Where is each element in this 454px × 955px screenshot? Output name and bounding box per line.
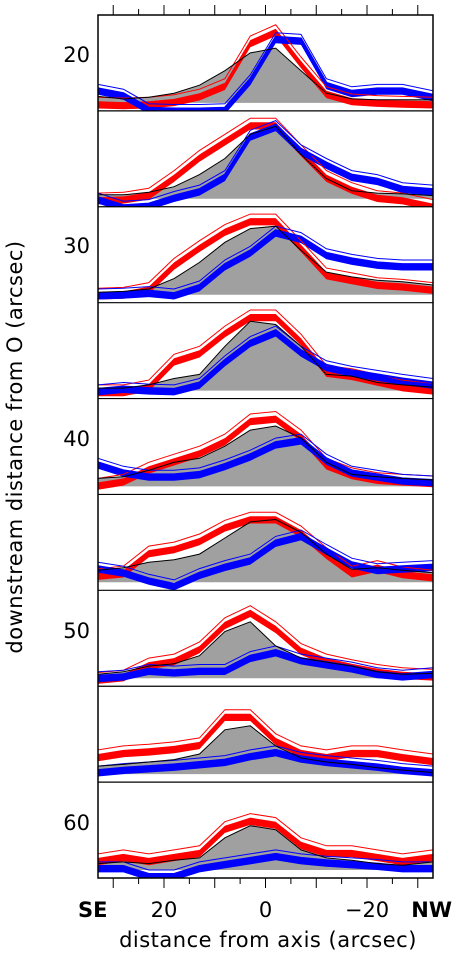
- series-blue-band: [98, 749, 433, 777]
- series-blue-line: [98, 748, 433, 772]
- panel-content: [98, 511, 433, 591]
- series-gray-area: [98, 426, 433, 487]
- panel-20: [98, 24, 433, 111]
- panel-content: [98, 813, 433, 878]
- series-gray-outline: [98, 825, 433, 866]
- series-gray-outline: [98, 125, 433, 197]
- series-red-band: [98, 817, 433, 866]
- frame-ticks: [112, 5, 419, 888]
- x-axis-title: distance from axis (arcsec): [119, 928, 417, 952]
- series-blue-line: [98, 532, 433, 585]
- x-tick-label: 0: [259, 898, 272, 922]
- series-gray-outline: [98, 518, 433, 574]
- series-blue-trace: [98, 32, 433, 105]
- series-gray-outline: [98, 725, 433, 773]
- x-tick-label: −20: [345, 898, 389, 922]
- y-tick-labels: 20 30 40 50 60: [63, 43, 90, 835]
- series-blue-band: [98, 36, 433, 111]
- series-blue-line: [98, 123, 433, 207]
- series-blue-trace: [98, 645, 433, 673]
- series-red-band: [98, 28, 433, 110]
- series-blue-trace: [98, 529, 433, 581]
- series-red-band: [98, 122, 433, 207]
- x-tick-label: 20: [151, 898, 178, 922]
- x-edge-label-se: SE: [78, 898, 107, 922]
- panel-55: [98, 685, 433, 777]
- series-red-band: [98, 713, 433, 766]
- panel-content: [98, 24, 433, 111]
- series-gray-area: [98, 725, 433, 775]
- panel-40: [98, 397, 433, 490]
- y-tick-label: 30: [63, 234, 90, 258]
- y-axis-title: downstream distance from O (arcsec): [3, 240, 27, 653]
- panel-content: [98, 213, 433, 300]
- panel-content: [98, 605, 433, 684]
- series-red-band: [98, 516, 433, 582]
- y-tick-label: 20: [63, 43, 90, 67]
- series-red-trace: [98, 213, 433, 289]
- series-blue-line: [98, 437, 433, 481]
- plot-frame: [97, 14, 434, 879]
- series-gray-outline: [98, 225, 433, 293]
- panels-group: [98, 24, 433, 878]
- series-blue-line: [98, 328, 433, 390]
- series-red-trace: [98, 117, 433, 201]
- series-blue-line: [98, 35, 433, 110]
- series-gray-area: [98, 126, 433, 199]
- series-red-trace: [98, 605, 433, 674]
- panel-content: [98, 117, 433, 207]
- panel-content: [98, 709, 433, 777]
- series-blue-line: [98, 229, 433, 295]
- series-gray-outline: [98, 47, 433, 101]
- panel-30: [98, 206, 433, 300]
- x-tick-labels: SE 20 0 −20 NW: [78, 898, 452, 922]
- series-blue-band: [98, 650, 433, 683]
- series-red-trace: [98, 709, 433, 755]
- series-red-trace: [98, 511, 433, 571]
- panel-content: [98, 309, 433, 397]
- panel-45: [98, 493, 433, 591]
- series-blue-trace: [98, 433, 433, 477]
- series-red-trace: [98, 813, 433, 855]
- series-gray-area: [98, 321, 433, 391]
- panel-50: [98, 589, 433, 684]
- y-tick-label: 40: [63, 427, 90, 451]
- y-tick-label: 60: [63, 811, 90, 835]
- x-edge-label-nw: NW: [411, 898, 452, 922]
- panel-25: [98, 110, 433, 207]
- panel-content: [98, 410, 433, 490]
- series-gray-area: [98, 621, 433, 679]
- series-blue-trace: [98, 120, 433, 202]
- series-red-trace: [98, 410, 433, 479]
- series-blue-trace: [98, 849, 433, 871]
- series-gray-outline: [98, 320, 433, 389]
- series-gray-outline: [98, 425, 433, 481]
- series-gray-area: [98, 48, 433, 103]
- panel-60: [98, 781, 433, 878]
- series-red-band: [98, 218, 433, 300]
- series-gray-area: [98, 825, 433, 870]
- series-blue-band: [98, 330, 433, 396]
- panel-35: [98, 302, 433, 397]
- series-gray-outline: [98, 621, 433, 675]
- y-tick-label: 50: [63, 619, 90, 643]
